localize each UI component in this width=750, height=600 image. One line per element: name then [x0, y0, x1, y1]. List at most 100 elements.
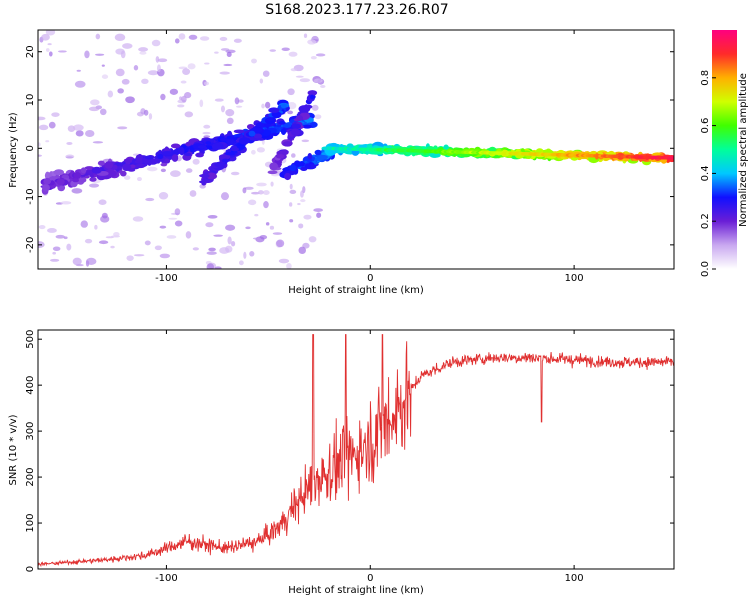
heatmap-noise-cell: [298, 246, 306, 255]
heatmap-noise-cell: [223, 63, 233, 67]
colorbar-tick-label: 0.4: [700, 165, 711, 181]
heatmap-noise-cell: [174, 208, 181, 216]
heatmap-core-cell: [667, 156, 674, 160]
heatmap-noise-cell: [138, 47, 149, 52]
heatmap-noise-cell: [276, 239, 285, 248]
colorbar: 0.0 0.2 0.4 0.6 0.8 Normalized spectral ampl…: [700, 30, 749, 277]
heatmap-noise-cell: [220, 192, 230, 201]
x-tick-label: 100: [565, 273, 584, 284]
snr-series-line: [37, 334, 675, 568]
heatmap-noise-cell: [231, 240, 236, 247]
heatmap-band-cell: [206, 172, 218, 180]
heatmap-noise-cell: [203, 81, 209, 86]
heatmap-band-cell: [56, 178, 65, 186]
heatmap-band-cell: [282, 141, 293, 147]
heatmap-noise-cell: [45, 30, 56, 36]
heatmap-noise-cell: [84, 50, 90, 59]
heatmap-noise-cell: [289, 183, 293, 190]
heatmap-band-cell: [91, 166, 102, 174]
heatmap-noise-cell: [88, 106, 100, 112]
y-tick-label: 500: [25, 330, 36, 349]
heatmap-noise-cell: [310, 55, 317, 60]
heatmap-noise-cell: [75, 130, 84, 137]
heatmap-noise-cell: [248, 199, 257, 206]
colorbar-tick-label: 0.2: [700, 213, 711, 229]
heatmap-band-cell: [302, 124, 313, 129]
heatmap-noise-cell: [115, 48, 125, 55]
snr-ticks: -100 0 100 0 100 200 300 400 500: [25, 330, 674, 584]
heatmap-noise-cell: [227, 236, 232, 245]
heatmap-noise-cell: [159, 253, 171, 259]
snr-panel: -100 0 100 0 100 200 300 400 500 Height of strai…: [8, 329, 675, 596]
heatmap-noise-cell: [66, 243, 72, 251]
spectrogram-xlabel: Height of straight line (km): [288, 285, 424, 296]
heatmap-noise-cell: [249, 251, 255, 257]
heatmap-band-cell: [289, 164, 297, 172]
heatmap-noise-cell: [141, 78, 149, 84]
heatmap-band-cell: [104, 161, 114, 169]
heatmap-noise-cell: [98, 199, 107, 205]
heatmap-noise-cell: [219, 36, 228, 42]
heatmap-noise-cell: [192, 158, 200, 165]
heatmap-band-cell: [97, 160, 105, 166]
heatmap-noise-cell: [237, 99, 244, 103]
heatmap-band-cell: [275, 154, 285, 159]
heatmap-band-cell: [488, 146, 497, 153]
heatmap-noise-cell: [300, 199, 306, 203]
y-tick-label: -20: [25, 237, 36, 253]
heatmap-noise-cell: [208, 247, 216, 252]
y-tick-label: 100: [25, 513, 36, 532]
heatmap-noise-cell: [80, 220, 88, 228]
heatmap-noise-cell: [60, 201, 72, 205]
heatmap-noise-cell: [269, 225, 275, 230]
x-tick-label: -100: [155, 273, 178, 284]
heatmap-band-cell: [172, 150, 179, 155]
x-tick-label: 0: [367, 573, 373, 584]
heatmap-band-cell: [72, 178, 80, 183]
heatmap-noise-cell: [139, 51, 147, 55]
heatmap-band-cell: [238, 137, 250, 145]
heatmap-noise-cell: [177, 104, 185, 108]
heatmap-noise-cell: [214, 266, 222, 269]
heatmap-noise-cell: [157, 58, 168, 63]
heatmap-band-cell: [53, 169, 65, 176]
heatmap-noise-cell: [76, 69, 81, 72]
heatmap-noise-cell: [147, 70, 159, 76]
heatmap-noise-cell: [270, 181, 274, 187]
y-tick-label: 10: [25, 94, 36, 107]
heatmap-band-cell: [230, 145, 238, 150]
heatmap-noise-cell: [225, 109, 235, 117]
heatmap-band-cell: [80, 177, 87, 183]
heatmap-noise-cell: [269, 49, 277, 52]
heatmap-noise-cell: [88, 183, 100, 188]
heatmap-noise-cell: [272, 232, 283, 235]
heatmap-noise-cell: [301, 139, 310, 143]
heatmap-band-cell: [49, 176, 58, 181]
heatmap-noise-cell: [244, 186, 254, 190]
heatmap-band-cell: [197, 145, 207, 149]
heatmap-noise-cell: [41, 33, 50, 41]
heatmap-band-cell: [211, 142, 224, 150]
heatmap-noise-cell: [92, 141, 104, 144]
heatmap-noise-cell: [125, 96, 135, 104]
heatmap-noise-cell: [184, 92, 192, 99]
heatmap-noise-cell: [132, 216, 144, 222]
heatmap-noise-cell: [188, 34, 198, 40]
heatmap-noise-cell: [66, 141, 73, 145]
heatmap-noise-cell: [311, 104, 319, 111]
heatmap-band-cell: [179, 148, 185, 156]
figure-title: S168.2023.177.23.26.R07: [265, 2, 448, 18]
heatmap-noise-cell: [192, 247, 199, 251]
heatmap-noise-cell: [85, 257, 97, 265]
heatmap-noise-cell: [291, 153, 296, 158]
heatmap-band-cell: [233, 129, 245, 134]
heatmap-noise-cell: [245, 226, 251, 230]
heatmap-noise-cell: [287, 88, 295, 96]
heatmap-band-cell: [184, 152, 192, 157]
heatmap-band-cell: [226, 135, 235, 140]
heatmap-noise-cell: [213, 234, 224, 237]
heatmap-noise-cell: [101, 212, 108, 219]
heatmap-band-cell: [314, 149, 322, 156]
